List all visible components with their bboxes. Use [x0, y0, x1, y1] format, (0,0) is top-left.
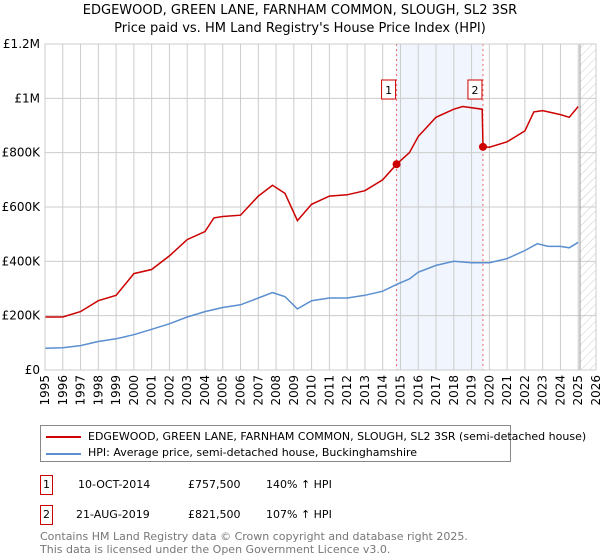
y-tick-label: £0 — [25, 363, 40, 377]
footer-copyright: Contains HM Land Registry data © Crown c… — [40, 530, 468, 543]
sale-label: 2 — [471, 84, 478, 97]
y-tick-label: £800K — [2, 146, 42, 160]
x-tick-label: 2011 — [322, 375, 336, 406]
y-tick-label: £400K — [2, 254, 42, 268]
sale-price: £821,500 — [188, 508, 241, 521]
x-tick-label: 2009 — [287, 375, 301, 406]
sale-point — [478, 142, 487, 151]
x-tick-label: 2024 — [553, 375, 567, 406]
legend-label-property: EDGEWOOD, GREEN LANE, FARNHAM COMMON, SL… — [88, 430, 587, 443]
x-tick-label: 2005 — [216, 375, 230, 406]
x-tick-label: 2004 — [198, 375, 212, 406]
y-tick-label: £1.2M — [3, 37, 40, 51]
x-tick-label: 2015 — [393, 375, 407, 406]
chart-subtitle: Price paid vs. HM Land Registry's House … — [114, 21, 486, 36]
x-tick-label: 1999 — [109, 375, 123, 406]
x-tick-label: 1995 — [38, 375, 52, 406]
sale-marker-box: 2 — [40, 505, 53, 525]
legend-swatch-hpi — [46, 453, 81, 455]
sale-label: 1 — [385, 84, 392, 97]
x-tick-label: 2025 — [571, 375, 585, 406]
x-tick-label: 2002 — [162, 375, 176, 406]
sale-row: 1 10-OCT-2014 £757,500 140% ↑ HPI — [40, 475, 440, 495]
sale-hpi: 140% ↑ HPI — [266, 478, 332, 491]
y-tick-label: £1M — [14, 91, 40, 105]
x-tick-label: 2003 — [180, 375, 194, 406]
x-tick-label: 2016 — [411, 375, 425, 406]
sale-price: £757,500 — [188, 478, 241, 491]
x-tick-label: 2014 — [376, 375, 390, 406]
sale-date: 21-AUG-2019 — [76, 508, 150, 521]
x-tick-label: 1997 — [74, 375, 88, 406]
property-price-line — [45, 105, 579, 318]
sale-point — [392, 160, 401, 169]
chart-title: EDGEWOOD, GREEN LANE, FARNHAM COMMON, SL… — [82, 3, 518, 18]
x-tick-label: 2017 — [429, 375, 443, 406]
x-tick-label: 2001 — [145, 375, 159, 406]
x-tick-label: 2008 — [269, 375, 283, 406]
hpi-line — [44, 241, 579, 350]
x-tick-label: 2021 — [500, 375, 514, 406]
x-tick-label: 2026 — [589, 375, 600, 406]
legend: EDGEWOOD, GREEN LANE, FARNHAM COMMON, SL… — [40, 425, 586, 462]
footer-licence: This data is licensed under the Open Gov… — [40, 543, 391, 556]
x-tick-label: 1996 — [56, 375, 70, 406]
x-tick-label: 2022 — [518, 375, 532, 406]
chart-svg: 1995 1996 1997 1998 1999 2000 2001 2002 2003 2004… — [2, 37, 600, 406]
x-tick-label: 2018 — [447, 375, 461, 406]
x-tick-label: 2000 — [127, 375, 141, 406]
legend-label-hpi: HPI: Average price, semi-detached house,… — [88, 446, 418, 459]
x-tick-label: 2019 — [465, 375, 479, 406]
x-tick-label: 1998 — [91, 375, 105, 406]
x-tick-label: 2006 — [234, 375, 248, 406]
sale-date: 10-OCT-2014 — [78, 478, 151, 491]
sale-label-box — [467, 79, 483, 100]
x-tick-label: 2012 — [340, 375, 354, 406]
sale-marker-box: 1 — [40, 475, 53, 495]
sale-row: 2 21-AUG-2019 £821,500 107% ↑ HPI — [40, 505, 440, 525]
sale-hpi: 107% ↑ HPI — [266, 508, 332, 521]
y-tick-label: £200K — [2, 309, 42, 323]
legend-swatch-property — [46, 436, 81, 438]
x-tick-label: 2013 — [358, 375, 372, 406]
x-tick-label: 2020 — [482, 375, 496, 406]
sale-label-box — [381, 79, 397, 100]
y-tick-label: £600K — [2, 200, 42, 214]
x-tick-label: 2010 — [305, 375, 319, 406]
x-tick-label: 2007 — [251, 375, 265, 406]
x-tick-label: 2023 — [536, 375, 550, 406]
plot-border — [44, 43, 597, 371]
